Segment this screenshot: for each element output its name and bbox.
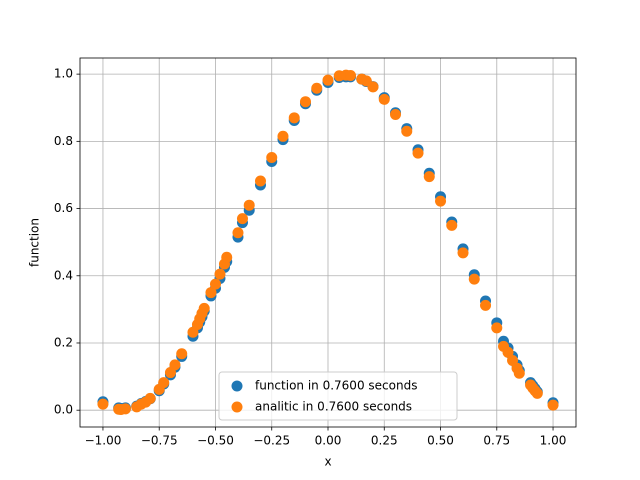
- legend: function in 0.7600 seconds analitic in 0.…: [218, 371, 458, 421]
- point: [277, 130, 289, 142]
- point: [119, 403, 131, 415]
- y-tick-label: 0.4: [54, 268, 73, 282]
- x-tick-label: 1.00: [540, 434, 567, 448]
- point: [299, 96, 311, 108]
- x-tick-label: 0.00: [315, 434, 342, 448]
- point: [254, 175, 266, 187]
- x-tick-label: −0.50: [197, 434, 234, 448]
- legend-marker: [231, 380, 243, 392]
- point: [412, 147, 424, 159]
- point: [547, 399, 559, 411]
- legend-label: function in 0.7600 seconds: [255, 379, 417, 393]
- point: [390, 108, 402, 120]
- point: [97, 398, 109, 410]
- point: [502, 346, 514, 358]
- point: [435, 195, 447, 207]
- point: [266, 151, 278, 163]
- point: [491, 322, 503, 334]
- x-tick-label: −1.00: [85, 434, 122, 448]
- point: [236, 213, 248, 225]
- point: [311, 82, 323, 94]
- y-axis-label: function: [28, 218, 42, 267]
- point: [457, 247, 469, 259]
- legend-label: analitic in 0.7600 seconds: [255, 400, 412, 414]
- x-tick-label: 0.25: [371, 434, 398, 448]
- point: [221, 251, 233, 263]
- point: [345, 69, 357, 81]
- x-tick-label: −0.25: [253, 434, 290, 448]
- point: [531, 387, 543, 399]
- point: [468, 273, 480, 285]
- y-tick-label: 0.6: [54, 201, 73, 215]
- legend-marker: [231, 401, 243, 413]
- point: [367, 81, 379, 93]
- y-tick-label: 1.0: [54, 67, 73, 81]
- legend-frame: [218, 371, 458, 421]
- point: [176, 348, 188, 360]
- point: [401, 125, 413, 137]
- point: [209, 278, 221, 290]
- point: [198, 302, 210, 314]
- point: [205, 287, 217, 299]
- y-tick-label: 0.0: [54, 403, 73, 417]
- point: [158, 377, 170, 389]
- point: [423, 171, 435, 183]
- x-tick-label: 0.50: [427, 434, 454, 448]
- x-tick-label: −0.75: [141, 434, 178, 448]
- plot-frame: [79, 57, 577, 428]
- point: [169, 359, 181, 371]
- point: [288, 112, 300, 124]
- point: [144, 392, 156, 404]
- point: [480, 299, 492, 311]
- y-tick-label: 0.2: [54, 335, 73, 349]
- y-tick-label: 0.8: [54, 134, 73, 148]
- point: [513, 367, 525, 379]
- point: [446, 219, 458, 231]
- point: [378, 93, 390, 105]
- point: [322, 74, 334, 86]
- point: [214, 268, 226, 280]
- x-tick-label: 0.75: [483, 434, 510, 448]
- x-axis-label: x: [324, 455, 331, 469]
- point: [243, 199, 255, 211]
- point: [232, 227, 244, 239]
